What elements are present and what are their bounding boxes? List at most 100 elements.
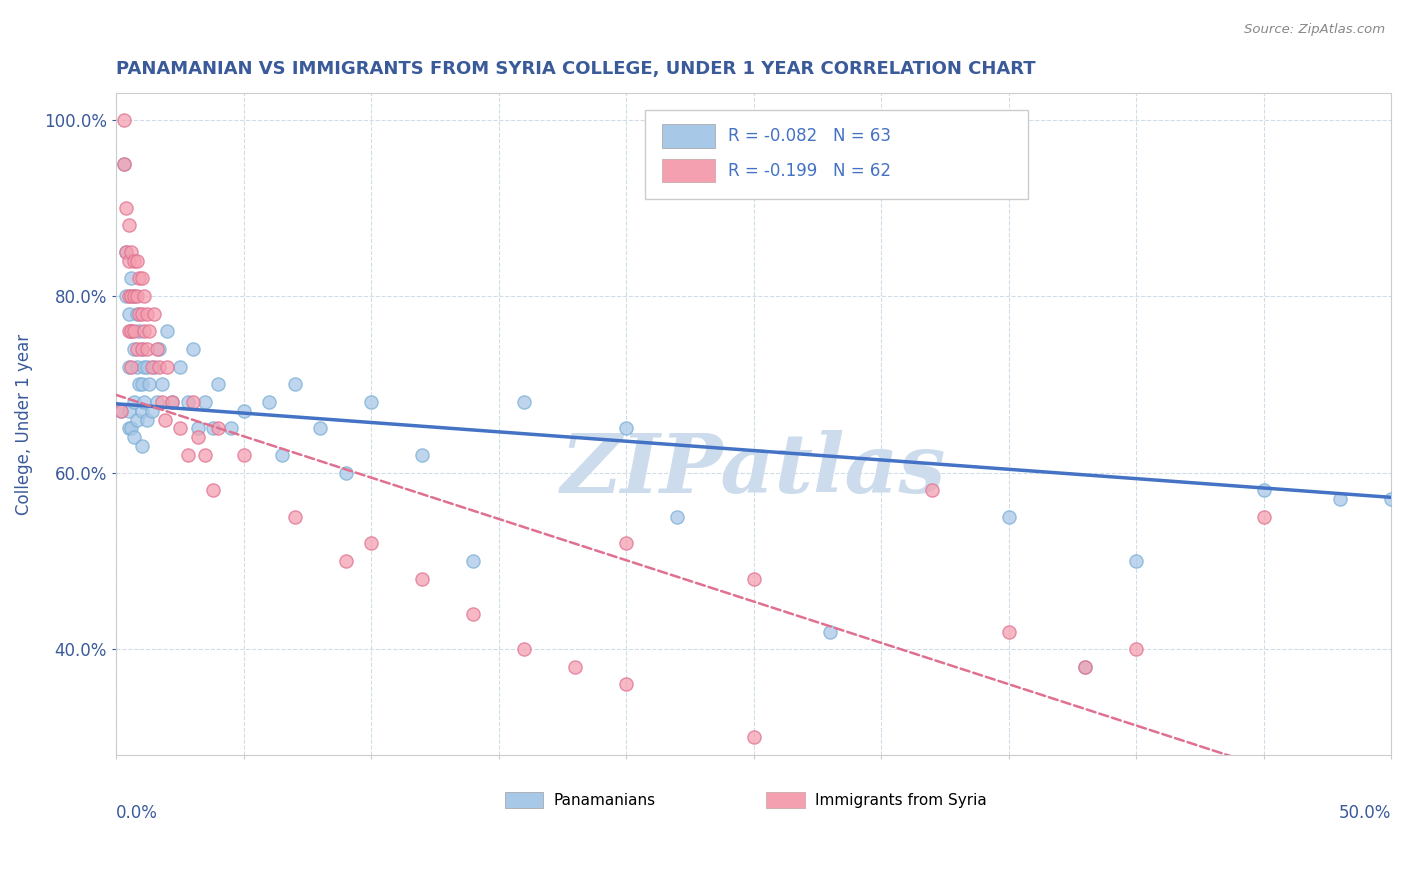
Point <box>1125 642 1147 657</box>
Point <box>284 377 307 392</box>
Point <box>131 404 153 418</box>
Point <box>120 421 142 435</box>
Point <box>138 377 160 392</box>
Point <box>131 271 153 285</box>
Point <box>118 404 141 418</box>
Point <box>666 509 689 524</box>
Point <box>187 430 209 444</box>
Point <box>122 342 145 356</box>
Point <box>997 624 1019 639</box>
Point <box>110 404 132 418</box>
Point <box>921 483 943 498</box>
Point <box>118 359 141 374</box>
Point <box>131 342 153 356</box>
FancyBboxPatch shape <box>645 110 1028 199</box>
Point <box>110 404 132 418</box>
Point <box>335 554 357 568</box>
Point <box>160 395 183 409</box>
Point <box>207 377 229 392</box>
Y-axis label: College, Under 1 year: College, Under 1 year <box>15 334 32 515</box>
Point <box>270 448 292 462</box>
Point <box>194 395 217 409</box>
Point <box>219 421 242 435</box>
Point <box>141 359 163 374</box>
Text: Panamanians: Panamanians <box>554 793 655 807</box>
Point <box>115 201 138 215</box>
Point <box>128 307 150 321</box>
Point <box>153 412 176 426</box>
Point <box>125 289 148 303</box>
Point <box>131 342 153 356</box>
Point <box>257 395 280 409</box>
Text: 0.0%: 0.0% <box>117 804 157 822</box>
Point <box>232 404 254 418</box>
Text: Immigrants from Syria: Immigrants from Syria <box>814 793 987 807</box>
Point <box>1253 509 1275 524</box>
FancyBboxPatch shape <box>505 792 543 808</box>
Point <box>131 439 153 453</box>
Point <box>115 289 138 303</box>
Point <box>870 774 893 789</box>
Point <box>461 607 484 621</box>
Text: R = -0.082   N = 63: R = -0.082 N = 63 <box>728 127 891 145</box>
Text: 50.0%: 50.0% <box>1339 804 1391 822</box>
Point <box>120 271 142 285</box>
Point <box>1125 554 1147 568</box>
Point <box>141 404 163 418</box>
Point <box>134 395 156 409</box>
Point <box>146 342 169 356</box>
Point <box>309 421 332 435</box>
FancyBboxPatch shape <box>766 792 804 808</box>
FancyBboxPatch shape <box>662 159 716 183</box>
Point <box>176 395 198 409</box>
Point <box>150 395 173 409</box>
Point <box>143 359 166 374</box>
Point <box>614 536 637 550</box>
Point <box>112 156 135 170</box>
Point <box>997 509 1019 524</box>
Text: Source: ZipAtlas.com: Source: ZipAtlas.com <box>1244 23 1385 37</box>
Point <box>169 421 191 435</box>
Point <box>125 342 148 356</box>
Point <box>818 624 841 639</box>
Point <box>513 395 536 409</box>
Point <box>125 253 148 268</box>
Point <box>160 395 183 409</box>
Point <box>122 253 145 268</box>
Point <box>118 325 141 339</box>
Point <box>176 448 198 462</box>
Point <box>134 289 156 303</box>
Point <box>120 359 142 374</box>
Point <box>135 342 157 356</box>
Text: R = -0.199   N = 62: R = -0.199 N = 62 <box>728 161 891 179</box>
Point <box>128 271 150 285</box>
Point <box>614 677 637 691</box>
Point <box>112 156 135 170</box>
FancyBboxPatch shape <box>662 124 716 148</box>
Point <box>120 325 142 339</box>
Point <box>411 448 433 462</box>
Point <box>138 325 160 339</box>
Text: PANAMANIAN VS IMMIGRANTS FROM SYRIA COLLEGE, UNDER 1 YEAR CORRELATION CHART: PANAMANIAN VS IMMIGRANTS FROM SYRIA COLL… <box>117 60 1036 78</box>
Point <box>202 483 225 498</box>
Point <box>156 325 179 339</box>
Point <box>1074 660 1097 674</box>
Point <box>148 359 170 374</box>
Point <box>169 359 191 374</box>
Point <box>143 307 166 321</box>
Point <box>122 289 145 303</box>
Text: ZIPatlas: ZIPatlas <box>561 431 946 510</box>
Point <box>128 377 150 392</box>
Point <box>118 421 141 435</box>
Point <box>513 642 536 657</box>
Point <box>135 412 157 426</box>
Point <box>194 448 217 462</box>
Point <box>120 244 142 259</box>
Point <box>146 395 169 409</box>
Point <box>181 395 204 409</box>
Point <box>125 307 148 321</box>
Point <box>122 430 145 444</box>
Point <box>134 325 156 339</box>
Point <box>135 307 157 321</box>
Point <box>232 448 254 462</box>
